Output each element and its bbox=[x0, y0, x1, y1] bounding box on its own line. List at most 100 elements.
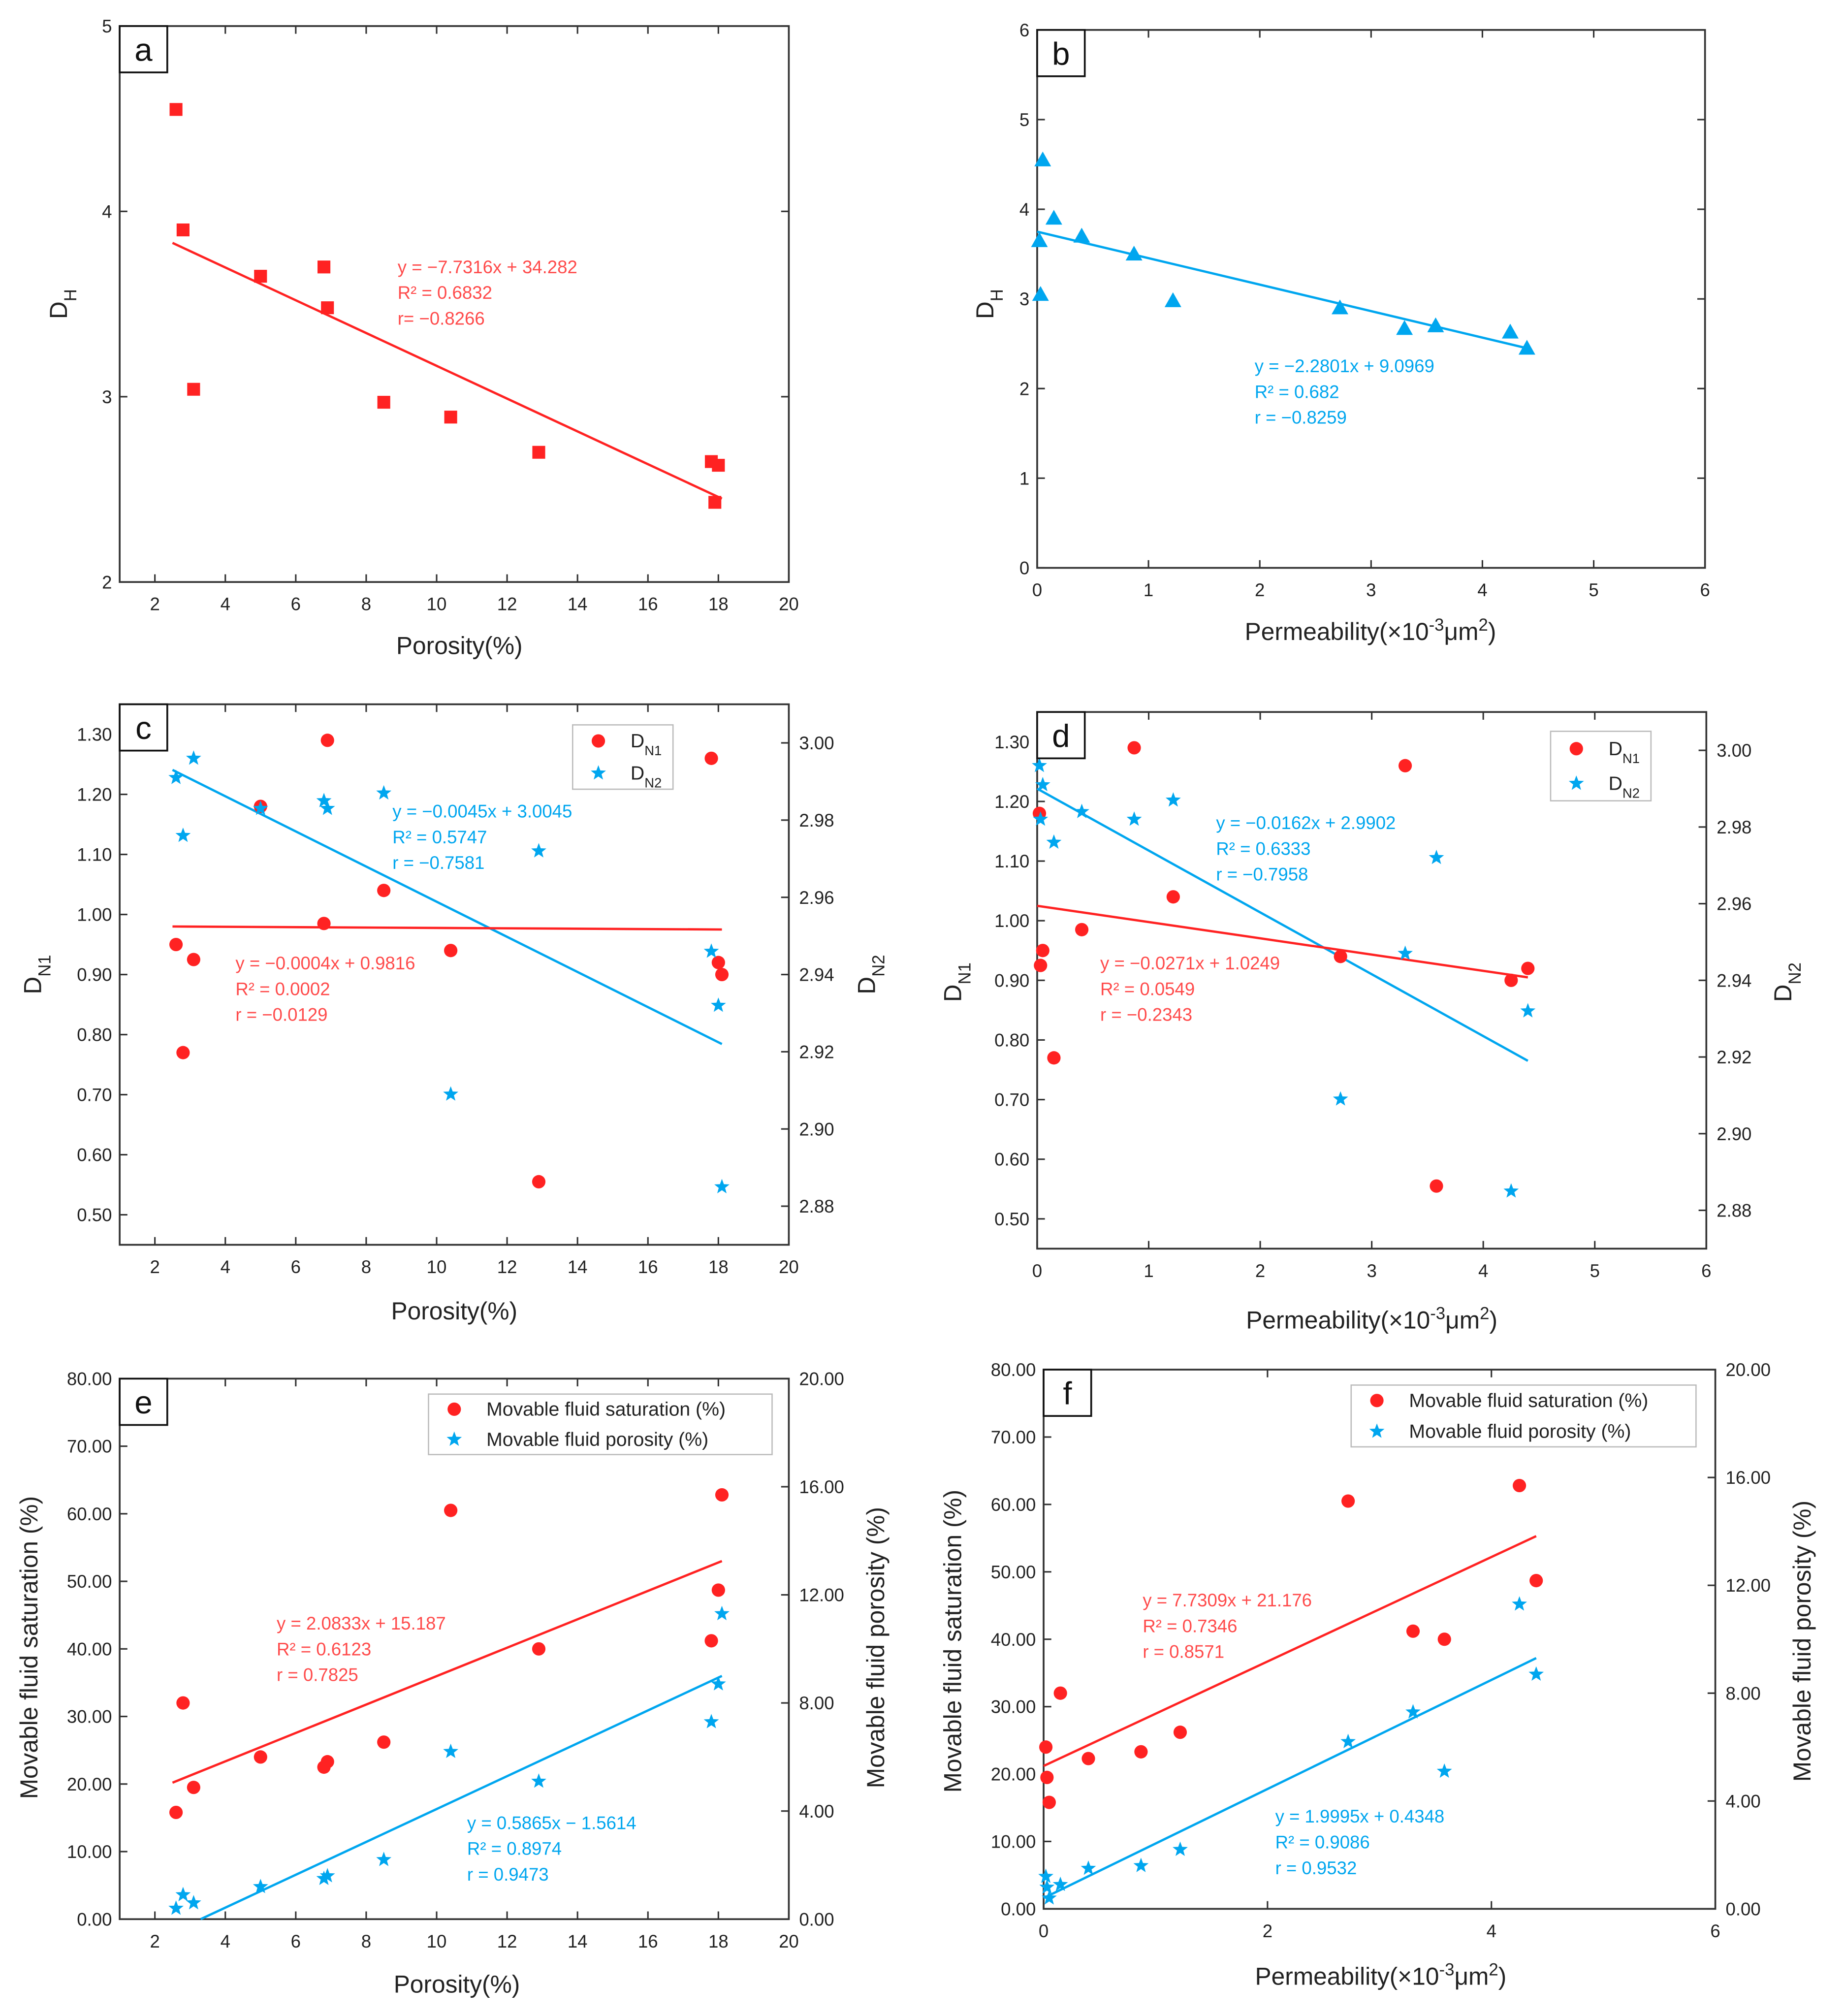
data-point bbox=[321, 301, 334, 315]
data-point bbox=[532, 1642, 546, 1656]
superscript: -3 bbox=[1429, 616, 1444, 635]
subscript: N1 bbox=[1622, 750, 1640, 766]
trend-line-red bbox=[1043, 1535, 1537, 1767]
y2-tick-label: 2.94 bbox=[799, 965, 834, 985]
legend-label: Movable fluid saturation (%) bbox=[1409, 1390, 1648, 1411]
legend-box bbox=[428, 1393, 773, 1455]
regression-equation: R² = 0.5747 bbox=[392, 827, 487, 847]
plot-frame bbox=[119, 703, 790, 1246]
y-tick-label: 70.00 bbox=[67, 1437, 112, 1457]
data-point bbox=[1427, 317, 1444, 332]
data-point bbox=[186, 1895, 201, 1910]
data-point bbox=[187, 1781, 200, 1794]
subscript: N2 bbox=[1622, 785, 1640, 800]
regression-equation: y = −0.0004x + 0.9816 bbox=[235, 953, 415, 973]
data-point bbox=[1405, 1704, 1421, 1719]
data-point bbox=[316, 793, 332, 807]
data-point bbox=[1436, 1763, 1452, 1778]
data-point bbox=[320, 1755, 334, 1769]
text-part: Porosity(%) bbox=[394, 1970, 520, 1998]
text-part: D bbox=[19, 977, 47, 994]
x-axis-label: Permeability(×10-3μm2) bbox=[1255, 1961, 1507, 1990]
y-tick-label: 6 bbox=[1019, 20, 1029, 40]
regression-equation: r = −0.8259 bbox=[1255, 408, 1347, 428]
x-tick-label: 6 bbox=[1710, 1921, 1720, 1941]
data-point bbox=[703, 943, 719, 958]
y2-tick-label: 8.00 bbox=[799, 1693, 834, 1713]
trend-line-blue bbox=[1037, 230, 1527, 350]
x-tick-label: 18 bbox=[708, 1931, 729, 1952]
panel-label: e bbox=[134, 1384, 152, 1420]
data-point bbox=[1134, 1745, 1148, 1759]
trend-line-red bbox=[172, 242, 723, 500]
panel-label-box bbox=[1043, 1369, 1092, 1417]
x-tick-label: 14 bbox=[568, 1257, 588, 1277]
data-point bbox=[1032, 758, 1047, 772]
superscript: 2 bbox=[1480, 1304, 1489, 1323]
y2-tick-label: 4.00 bbox=[799, 1801, 834, 1822]
regression-equation: y = −2.2801x + 9.0969 bbox=[1255, 356, 1434, 376]
x-tick-label: 12 bbox=[497, 1931, 517, 1952]
y2-tick-label: 2.98 bbox=[1717, 817, 1751, 837]
data-point bbox=[1173, 1841, 1188, 1856]
x-tick-label: 4 bbox=[221, 594, 230, 614]
data-point bbox=[317, 260, 331, 274]
x-axis-label: Porosity(%) bbox=[396, 632, 523, 660]
y-tick-label: 20.00 bbox=[67, 1774, 112, 1794]
data-point bbox=[186, 750, 201, 765]
data-point bbox=[1340, 1733, 1356, 1748]
data-point bbox=[317, 917, 331, 930]
x-tick-label: 4 bbox=[1487, 1921, 1496, 1941]
y-tick-label: 50.00 bbox=[67, 1571, 112, 1592]
superscript: 2 bbox=[1489, 1961, 1498, 1980]
text-part: Permeability(×10 bbox=[1245, 618, 1429, 645]
legend-marker bbox=[1568, 775, 1584, 790]
plot-frame bbox=[119, 1377, 790, 1920]
trend-line-blue bbox=[172, 768, 723, 1045]
x-tick-label: 6 bbox=[1700, 580, 1710, 600]
data-point bbox=[175, 1887, 191, 1901]
text-part: D bbox=[45, 301, 72, 319]
series-triangle bbox=[1031, 151, 1535, 355]
legend-label: Movable fluid saturation (%) bbox=[486, 1399, 726, 1420]
y2-tick-label: 16.00 bbox=[799, 1477, 844, 1497]
y-tick-label: 4 bbox=[102, 201, 112, 222]
text-part: μm bbox=[1445, 1306, 1480, 1334]
y-tick-label: 1.10 bbox=[77, 845, 112, 865]
legend-box bbox=[572, 724, 674, 790]
legend-label: DN2 bbox=[1609, 773, 1640, 800]
y-tick-label: 2 bbox=[102, 572, 112, 592]
data-point bbox=[532, 446, 545, 459]
trend-line-red bbox=[172, 925, 722, 931]
y-tick-label: 0.80 bbox=[77, 1025, 112, 1045]
y-tick-label: 40.00 bbox=[991, 1630, 1036, 1650]
text-part: Movable fluid saturation (%) bbox=[486, 1399, 726, 1420]
x-tick-label: 14 bbox=[568, 1931, 588, 1952]
data-point bbox=[1406, 1624, 1420, 1638]
y-tick-label: 5 bbox=[102, 16, 112, 36]
data-point bbox=[169, 937, 183, 952]
text-part: Movable fluid porosity (%) bbox=[1788, 1501, 1816, 1782]
text-part: Permeability(×10 bbox=[1246, 1306, 1430, 1334]
regression-equation: r= −0.8266 bbox=[398, 308, 485, 328]
text-part: Porosity(%) bbox=[396, 632, 523, 660]
trend-line-blue bbox=[1036, 787, 1528, 1062]
trend-line-red bbox=[1037, 904, 1528, 979]
regression-equation: y = 2.0833x + 15.187 bbox=[277, 1613, 446, 1633]
data-point bbox=[1075, 923, 1089, 936]
panel-label: b bbox=[1052, 35, 1070, 71]
y2-tick-label: 2.88 bbox=[799, 1196, 834, 1216]
y-tick-label: 1.20 bbox=[994, 792, 1029, 812]
data-point bbox=[1034, 959, 1048, 972]
subscript: N1 bbox=[956, 962, 975, 984]
regression-equation: R² = 0.0002 bbox=[235, 979, 330, 999]
x-tick-label: 14 bbox=[568, 594, 588, 614]
regression-equation: y = −0.0045x + 3.0045 bbox=[392, 801, 572, 822]
regression-equation: r = −0.7581 bbox=[392, 853, 484, 873]
data-point bbox=[1437, 1632, 1451, 1646]
y2-tick-label: 8.00 bbox=[1726, 1683, 1761, 1703]
text-part: Movable fluid saturation (%) bbox=[939, 1490, 967, 1792]
data-point bbox=[253, 800, 268, 815]
plot-frame bbox=[1043, 1369, 1717, 1910]
data-point bbox=[443, 1743, 459, 1759]
